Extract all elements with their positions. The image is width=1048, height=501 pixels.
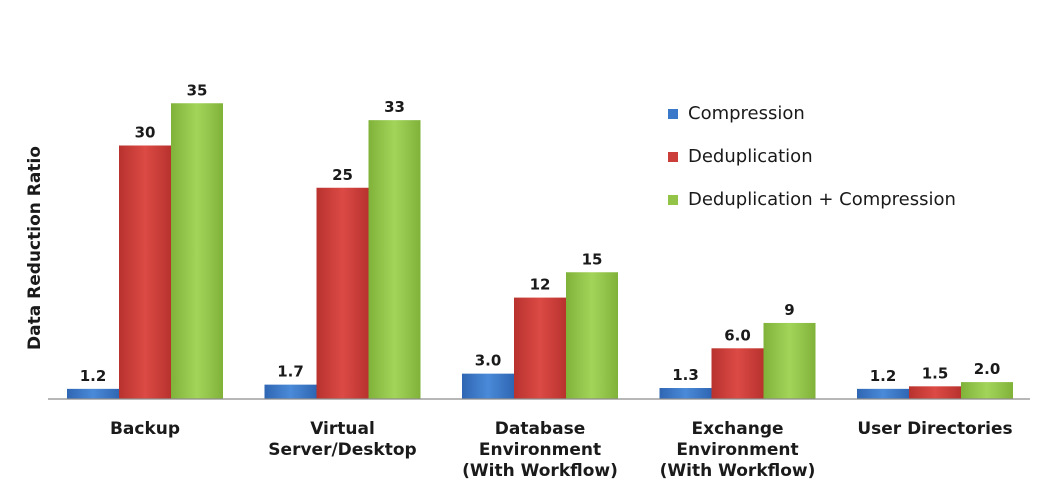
value-label: 33 <box>384 98 405 116</box>
value-label: 25 <box>332 166 353 184</box>
bar-deduplication-3 <box>711 348 764 399</box>
bars-group <box>67 103 1013 400</box>
value-label: 6.0 <box>724 326 751 344</box>
legend-label: Deduplication + Compression <box>688 189 956 210</box>
y-axis-label: Data Reduction Ratio <box>25 146 45 350</box>
legend-label: Deduplication <box>688 146 813 167</box>
category-label: Exchange <box>691 419 783 439</box>
legend-swatch <box>668 194 678 205</box>
category-label: Database <box>495 419 585 439</box>
bar-compression-0 <box>67 388 119 399</box>
bar-deduplication-4 <box>909 386 961 399</box>
bar-deduplication-compression-4 <box>961 382 1013 399</box>
category-label: User Directories <box>857 419 1012 439</box>
bar-deduplication-compression-0 <box>171 103 223 399</box>
legend-item: Deduplication + Compression <box>668 178 956 221</box>
bar-deduplication-2 <box>514 297 566 399</box>
category-label: Server/Desktop <box>268 440 416 460</box>
bar-deduplication-compression-1 <box>368 120 421 400</box>
value-label: 30 <box>135 124 156 142</box>
category-label: Backup <box>110 419 180 439</box>
category-label: (With Workflow) <box>660 461 816 481</box>
value-label: 15 <box>582 250 603 268</box>
bar-deduplication-compression-3 <box>763 322 816 399</box>
bar-deduplication-compression-2 <box>566 272 618 399</box>
bar-compression-1 <box>264 384 317 399</box>
category-label: (With Workflow) <box>462 461 618 481</box>
value-label: 1.2 <box>80 367 107 385</box>
value-label: 1.7 <box>277 363 304 381</box>
bar-deduplication-0 <box>119 145 171 399</box>
category-labels-group: Backup VirtualServer/DesktopDatabaseEnvir… <box>110 419 1013 481</box>
legend-swatch <box>668 108 678 119</box>
value-label: 2.0 <box>974 360 1001 378</box>
value-label: 1.5 <box>922 364 949 382</box>
legend: Compression Deduplication Deduplication + … <box>668 92 956 221</box>
value-label: 9 <box>784 301 794 319</box>
legend-item: Deduplication <box>668 135 956 178</box>
bar-compression-4 <box>857 388 909 399</box>
category-label: Environment <box>479 440 601 460</box>
legend-item: Compression <box>668 92 956 135</box>
value-label: 3.0 <box>475 352 502 370</box>
value-label: 1.2 <box>870 367 897 385</box>
bar-deduplication-1 <box>316 187 369 399</box>
legend-swatch <box>668 151 678 162</box>
value-label: 35 <box>187 81 208 99</box>
category-label: Environment <box>676 440 798 460</box>
value-labels-group: 1.2 30 35 1.7 25 33 3.0 12 15 1.3 6.0 9 1.2 1.5 2.0 <box>80 81 1001 385</box>
bar-compression-2 <box>462 373 514 399</box>
value-label: 1.3 <box>672 366 699 384</box>
legend-label: Compression <box>688 103 805 124</box>
value-label: 12 <box>530 276 551 294</box>
category-label: Virtual <box>310 419 375 439</box>
bar-compression-3 <box>659 388 712 399</box>
